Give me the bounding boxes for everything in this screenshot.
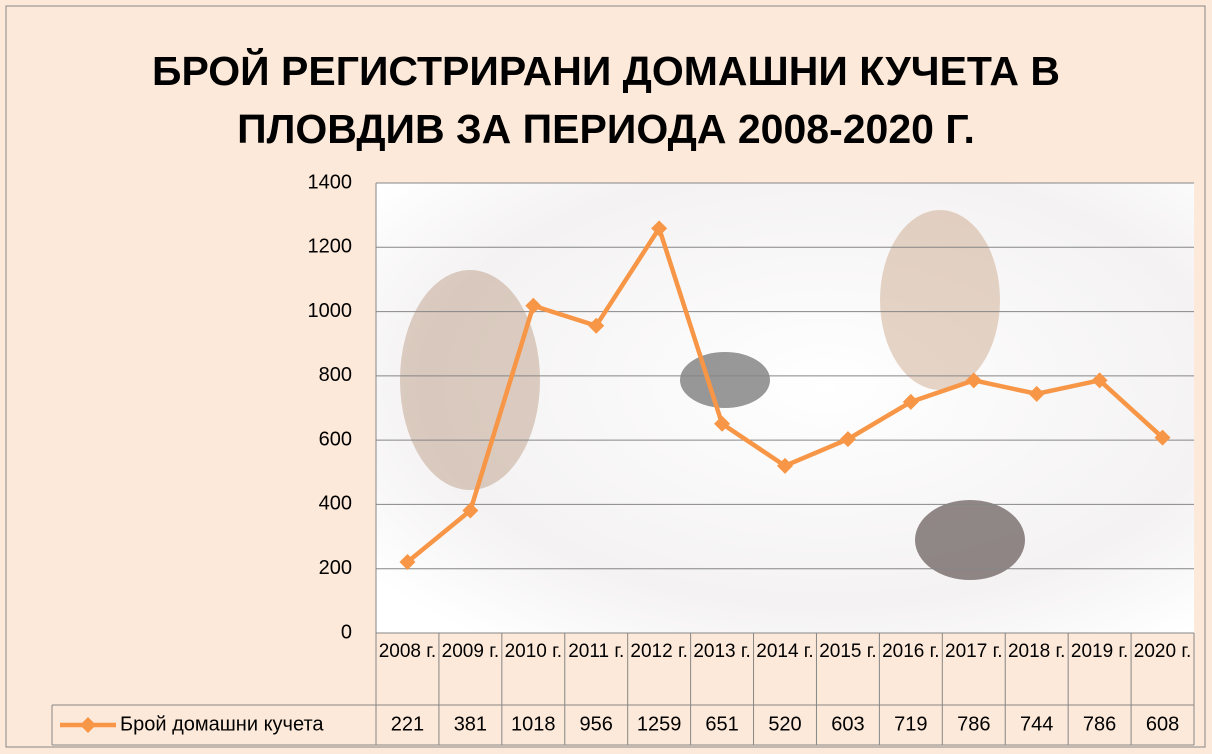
table-value: 608 — [1146, 713, 1179, 735]
table-value: 381 — [454, 713, 487, 735]
x-tick-label: 2020 г. — [1131, 635, 1194, 669]
table-value: 744 — [1020, 713, 1053, 735]
y-tick-label: 800 — [319, 364, 352, 386]
chart-title: БРОЙ РЕГИСТРИРАНИ ДОМАШНИ КУЧЕТА В ПЛОВД… — [106, 42, 1106, 158]
x-tick-label: 2015 г. — [816, 635, 879, 669]
table-value: 221 — [391, 713, 424, 735]
x-tick-label: 2018 г. — [1005, 635, 1068, 669]
x-tick-label: 2016 г. — [879, 635, 942, 669]
x-tick-label: 2014 г. — [754, 635, 817, 669]
y-tick-label: 200 — [319, 557, 352, 579]
y-tick-label: 400 — [319, 493, 352, 515]
decor — [400, 270, 540, 490]
table-value: 1259 — [637, 713, 682, 735]
table-value: 520 — [768, 713, 801, 735]
decor — [915, 500, 1025, 580]
decor — [680, 352, 770, 408]
decor — [880, 210, 1000, 390]
x-tick-label: 2008 г. — [376, 635, 439, 669]
legend-label: Брой домашни кучета — [120, 713, 324, 735]
table-value: 786 — [957, 713, 990, 735]
x-tick-label: 2011 г. — [565, 635, 628, 669]
y-tick-label: 600 — [319, 428, 352, 450]
x-tick-label: 2009 г. — [439, 635, 502, 669]
table-value: 651 — [705, 713, 738, 735]
x-tick-label: 2012 г. — [628, 635, 691, 669]
table-value: 786 — [1083, 713, 1116, 735]
x-tick-label: 2010 г. — [502, 635, 565, 669]
legend-marker — [80, 717, 96, 733]
table-value: 956 — [580, 713, 613, 735]
y-tick-label: 1200 — [308, 236, 353, 258]
y-tick-label: 1000 — [308, 300, 353, 322]
x-tick-label: 2013 г. — [691, 635, 754, 669]
table-value: 719 — [894, 713, 927, 735]
y-tick-label: 0 — [341, 621, 352, 643]
table-value: 603 — [831, 713, 864, 735]
x-tick-label: 2017 г. — [942, 635, 1005, 669]
y-tick-label: 1400 — [308, 171, 353, 193]
table-value: 1018 — [511, 713, 556, 735]
x-tick-label: 2019 г. — [1068, 635, 1131, 669]
chart: 0 200 400 600 800 1000 1200 1400 Брой домашни ку… — [0, 0, 1212, 754]
